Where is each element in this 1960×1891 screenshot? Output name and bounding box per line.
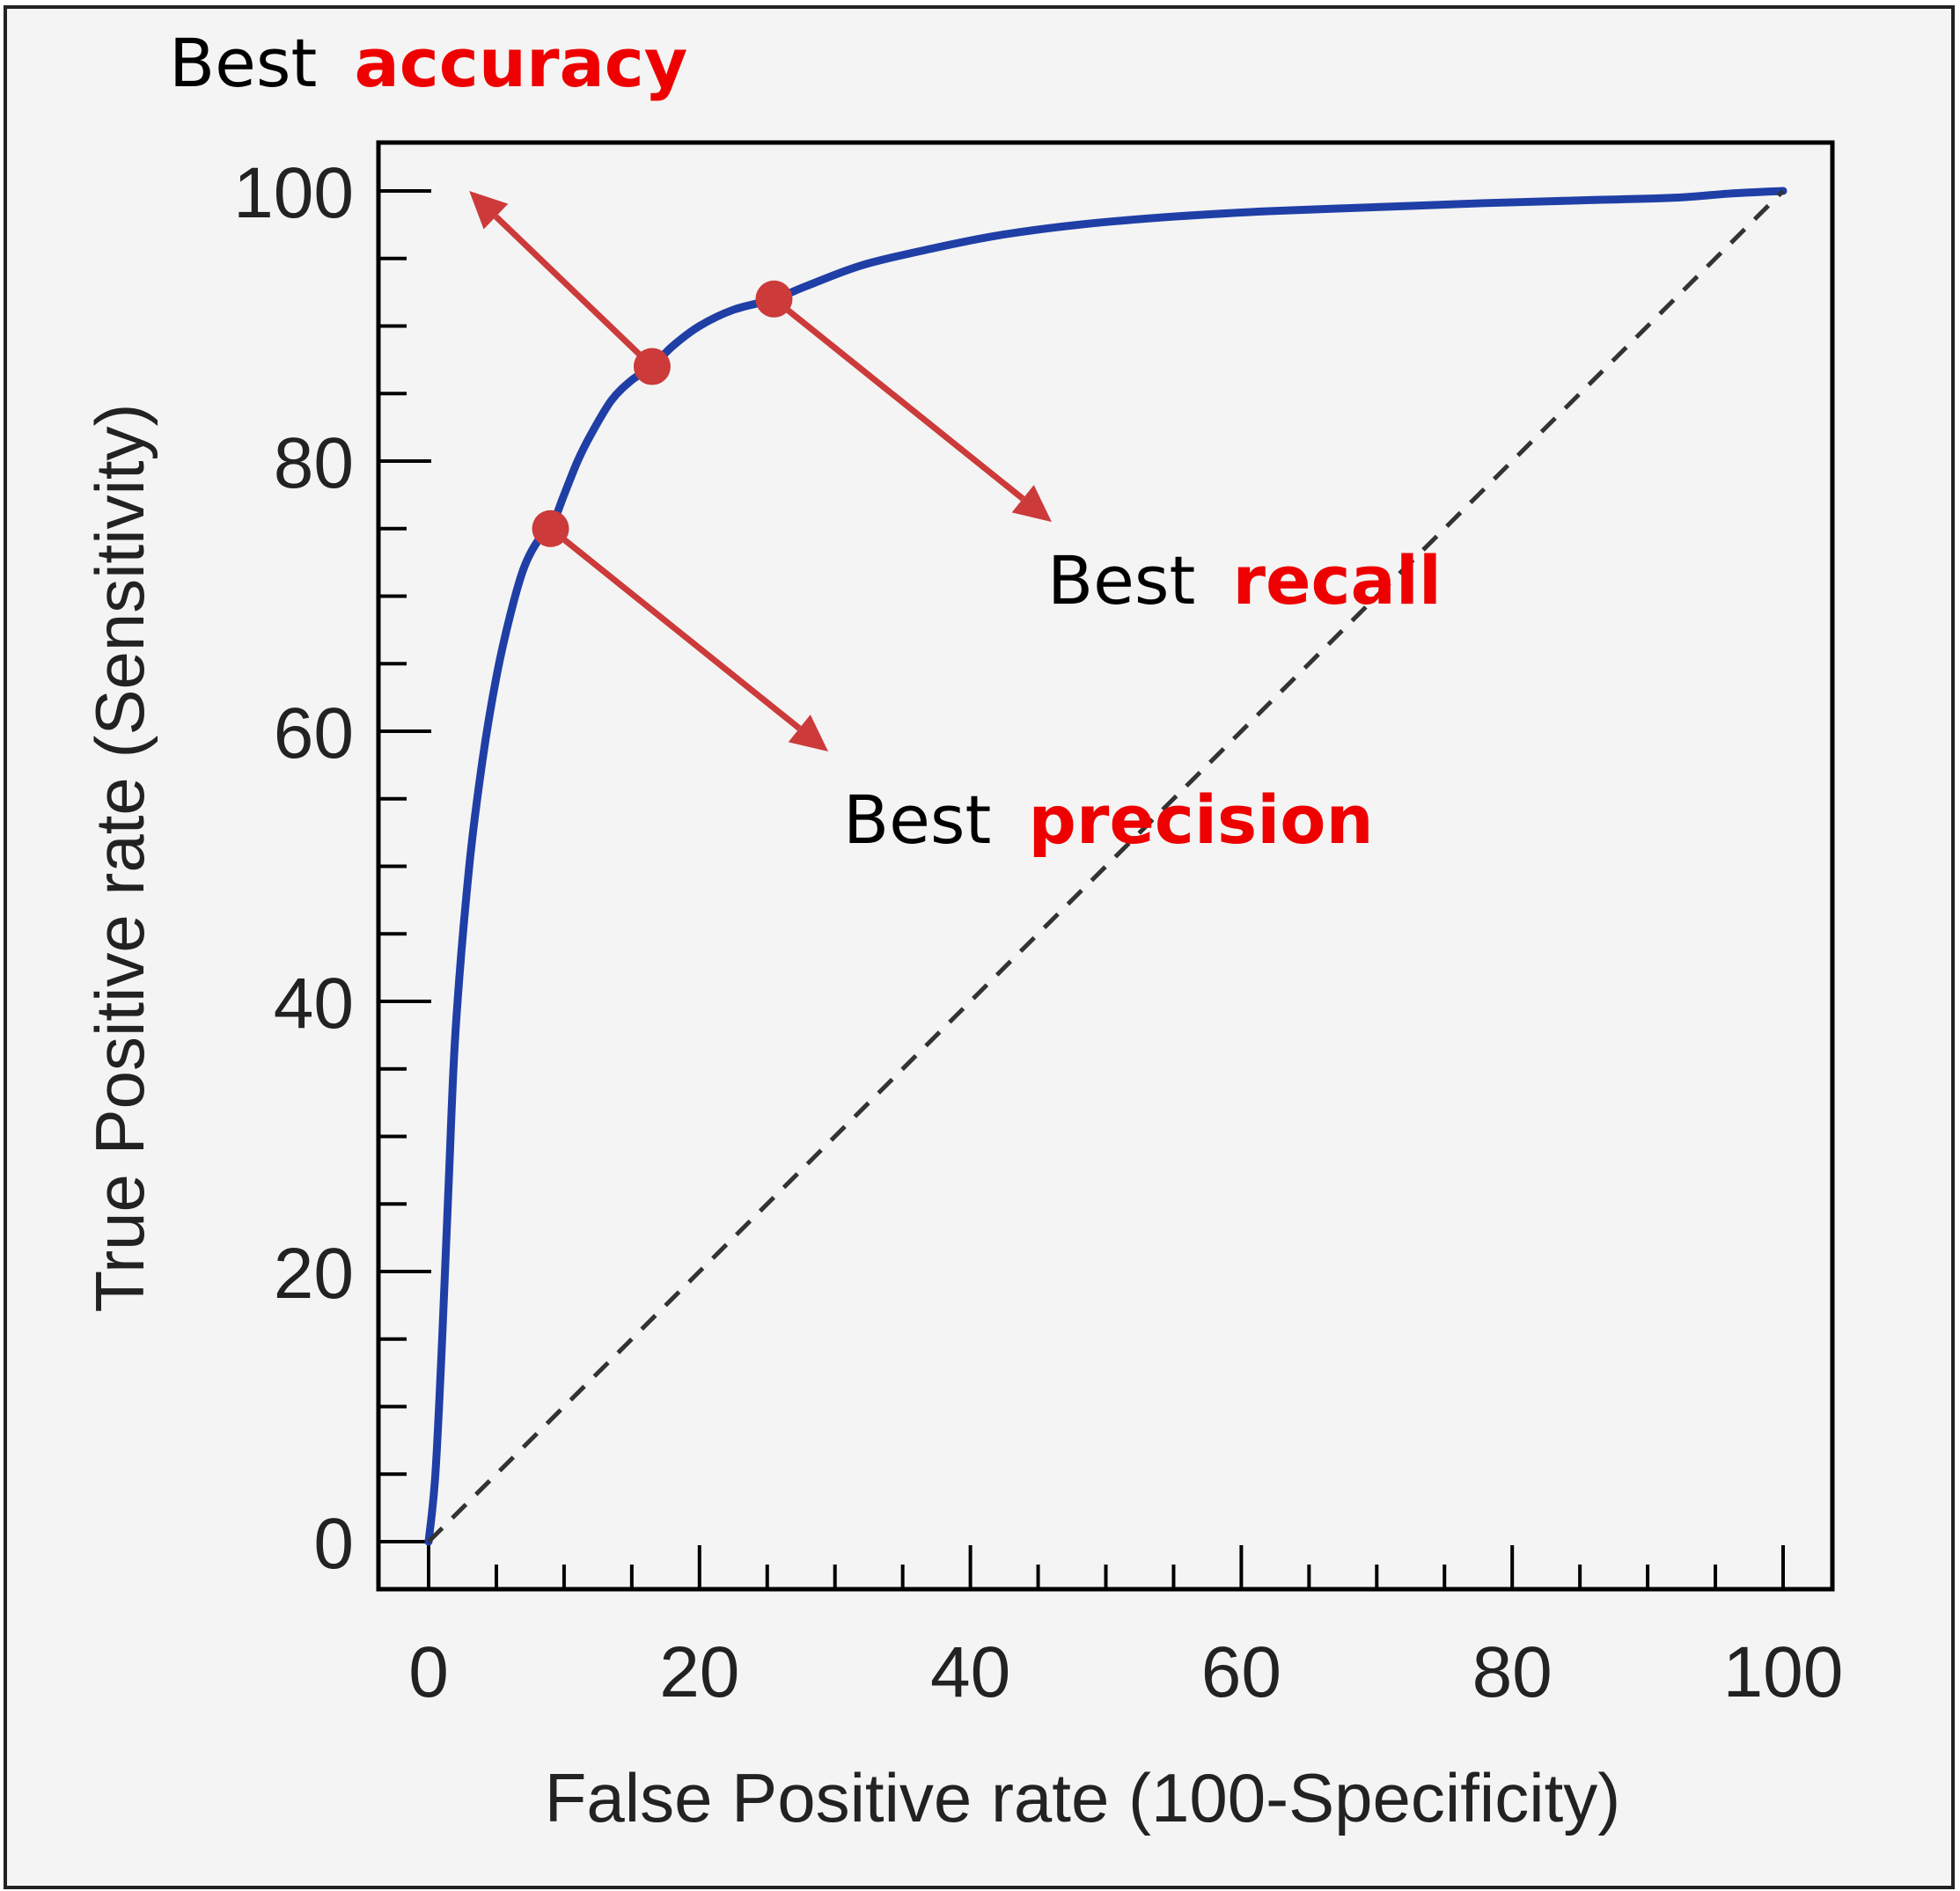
axis-tick-labels: 0 20 40 60 80 100 0 20 40 60 80 100 bbox=[233, 153, 1843, 1712]
marker-recall bbox=[755, 280, 793, 318]
x-tick-label: 60 bbox=[1201, 1632, 1281, 1712]
x-tick-label: 0 bbox=[408, 1632, 449, 1712]
chance-diagonal-line bbox=[427, 189, 1785, 1543]
arrowhead-recall bbox=[1011, 485, 1052, 523]
axis-ticks bbox=[378, 189, 1785, 1589]
arrow-precision bbox=[548, 526, 802, 731]
marker-precision bbox=[532, 509, 569, 547]
arrowhead-precision bbox=[788, 715, 829, 752]
x-axis-label: False Positive rate (100-Specificity) bbox=[545, 1759, 1620, 1836]
annotation-recall: Best recall bbox=[1047, 541, 1442, 619]
y-tick-label: 80 bbox=[274, 423, 354, 503]
y-tick-label: 0 bbox=[313, 1504, 354, 1584]
x-tick-label: 100 bbox=[1723, 1632, 1844, 1712]
annotation-arrows bbox=[469, 191, 1052, 752]
marker-accuracy bbox=[633, 348, 671, 385]
annotation-recall-prefix: Best bbox=[1047, 541, 1195, 619]
annotation-recall-keyword: recall bbox=[1232, 541, 1441, 619]
arrowhead-accuracy bbox=[469, 191, 509, 230]
y-axis-label: True Positive rate (Sensitivity) bbox=[81, 403, 158, 1312]
annotation-accuracy: Best accuracy bbox=[169, 24, 687, 102]
annotation-precision-keyword: precision bbox=[1028, 781, 1373, 859]
threshold-markers bbox=[532, 280, 793, 547]
arrow-accuracy bbox=[494, 214, 655, 370]
annotation-precision: Best precision bbox=[843, 781, 1374, 859]
x-tick-label: 40 bbox=[930, 1632, 1010, 1712]
x-tick-label: 80 bbox=[1472, 1632, 1553, 1712]
y-tick-label: 100 bbox=[233, 153, 354, 233]
arrow-recall bbox=[772, 297, 1025, 502]
y-tick-label: 40 bbox=[274, 964, 354, 1044]
x-tick-label: 20 bbox=[659, 1632, 739, 1712]
annotations: Best accuracy Best recall Best precision bbox=[169, 24, 1442, 859]
annotation-accuracy-keyword: accuracy bbox=[354, 24, 687, 102]
annotation-accuracy-prefix: Best bbox=[169, 24, 317, 102]
y-tick-label: 20 bbox=[274, 1234, 354, 1314]
annotation-precision-prefix: Best bbox=[843, 781, 991, 859]
y-tick-label: 60 bbox=[274, 693, 354, 773]
chart-background bbox=[4, 5, 1955, 1889]
